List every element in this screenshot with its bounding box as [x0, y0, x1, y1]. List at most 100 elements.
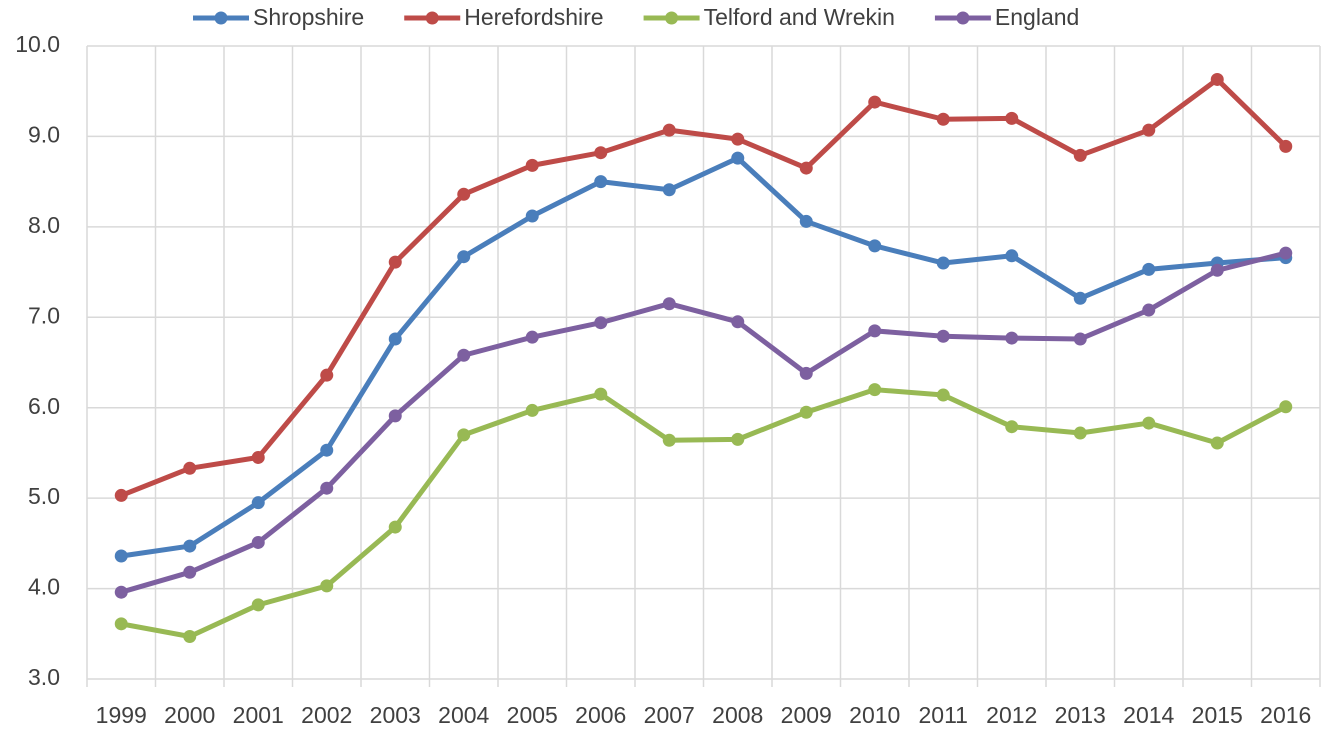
marker	[662, 433, 676, 447]
marker	[1005, 420, 1019, 434]
x-tick-label: 2011	[919, 702, 968, 728]
y-tick-label: 3.0	[28, 664, 60, 690]
legend-marker	[665, 11, 679, 25]
legend-label: Telford and Wrekin	[704, 4, 895, 30]
marker	[799, 161, 813, 175]
marker	[320, 443, 334, 457]
x-tick-label: 2008	[712, 702, 763, 728]
x-tick-label: 2004	[438, 702, 489, 728]
marker	[320, 579, 334, 593]
marker	[114, 549, 128, 563]
marker	[731, 432, 745, 446]
marker	[1073, 332, 1087, 346]
marker	[1210, 263, 1224, 277]
marker	[868, 324, 882, 338]
series-line	[120, 76, 1288, 498]
marker	[183, 461, 197, 475]
marker	[1142, 262, 1156, 276]
x-tick-label: 2002	[301, 702, 352, 728]
marker	[457, 187, 471, 201]
x-tick-label: 2007	[644, 702, 695, 728]
y-tick-label: 6.0	[28, 393, 60, 419]
x-tick-label: 2013	[1055, 702, 1106, 728]
x-tick-label: 2005	[507, 702, 558, 728]
marker	[1073, 148, 1087, 162]
legend-label: England	[995, 4, 1079, 30]
marker	[662, 297, 676, 311]
marker	[1210, 72, 1224, 86]
marker	[731, 151, 745, 165]
legend-marker	[956, 11, 970, 25]
marker	[251, 598, 265, 612]
marker	[936, 388, 950, 402]
marker	[662, 123, 676, 137]
marker	[251, 450, 265, 464]
y-tick-label: 7.0	[28, 302, 60, 328]
x-tick-label: 2012	[986, 702, 1037, 728]
marker	[1073, 291, 1087, 305]
marker	[388, 409, 402, 423]
marker	[594, 175, 608, 189]
y-tick-label: 5.0	[28, 483, 60, 509]
marker	[799, 366, 813, 380]
marker	[388, 332, 402, 346]
marker	[457, 250, 471, 264]
marker	[936, 112, 950, 126]
marker	[868, 95, 882, 109]
marker	[525, 209, 539, 223]
marker	[1005, 331, 1019, 345]
x-tick-label: 1999	[96, 702, 147, 728]
x-tick-label: 2009	[781, 702, 832, 728]
marker	[1142, 123, 1156, 137]
marker	[251, 496, 265, 510]
series-line	[120, 387, 1287, 639]
marker	[114, 585, 128, 599]
marker	[799, 214, 813, 228]
marker	[388, 520, 402, 534]
y-tick-label: 8.0	[28, 212, 60, 238]
x-tick-label: 2001	[233, 702, 284, 728]
marker	[525, 330, 539, 344]
x-tick-label: 2015	[1192, 702, 1243, 728]
marker	[594, 146, 608, 160]
marker	[799, 405, 813, 419]
x-tick-label: 2010	[849, 702, 900, 728]
marker	[1210, 436, 1224, 450]
marker	[183, 565, 197, 579]
x-tick-label: 2006	[575, 702, 626, 728]
marker	[936, 256, 950, 270]
marker	[936, 329, 950, 343]
marker	[731, 132, 745, 146]
marker	[594, 316, 608, 330]
legend-label: Shropshire	[253, 4, 364, 30]
y-tick-label: 9.0	[28, 122, 60, 148]
x-tick-label: 2000	[164, 702, 215, 728]
series-line	[120, 155, 1286, 559]
x-tick-label: 2003	[370, 702, 421, 728]
marker	[868, 383, 882, 397]
marker	[731, 315, 745, 329]
marker	[1005, 111, 1019, 125]
marker	[320, 368, 334, 382]
series-line	[120, 250, 1287, 595]
marker	[1142, 416, 1156, 430]
marker	[525, 403, 539, 417]
legend-label: Herefordshire	[464, 4, 603, 30]
marker	[594, 387, 608, 401]
marker	[1279, 139, 1293, 153]
marker	[114, 617, 128, 631]
marker	[1142, 303, 1156, 317]
marker	[114, 488, 128, 502]
marker	[251, 535, 265, 549]
marker	[1005, 249, 1019, 263]
marker	[1279, 400, 1293, 414]
marker	[662, 183, 676, 197]
x-tick-label: 2014	[1123, 702, 1174, 728]
legend-marker	[425, 11, 439, 25]
marker	[388, 255, 402, 269]
legend-marker	[214, 11, 228, 25]
x-tick-label: 2016	[1260, 702, 1311, 728]
y-tick-label: 10.0	[15, 31, 60, 57]
marker	[1073, 426, 1087, 440]
